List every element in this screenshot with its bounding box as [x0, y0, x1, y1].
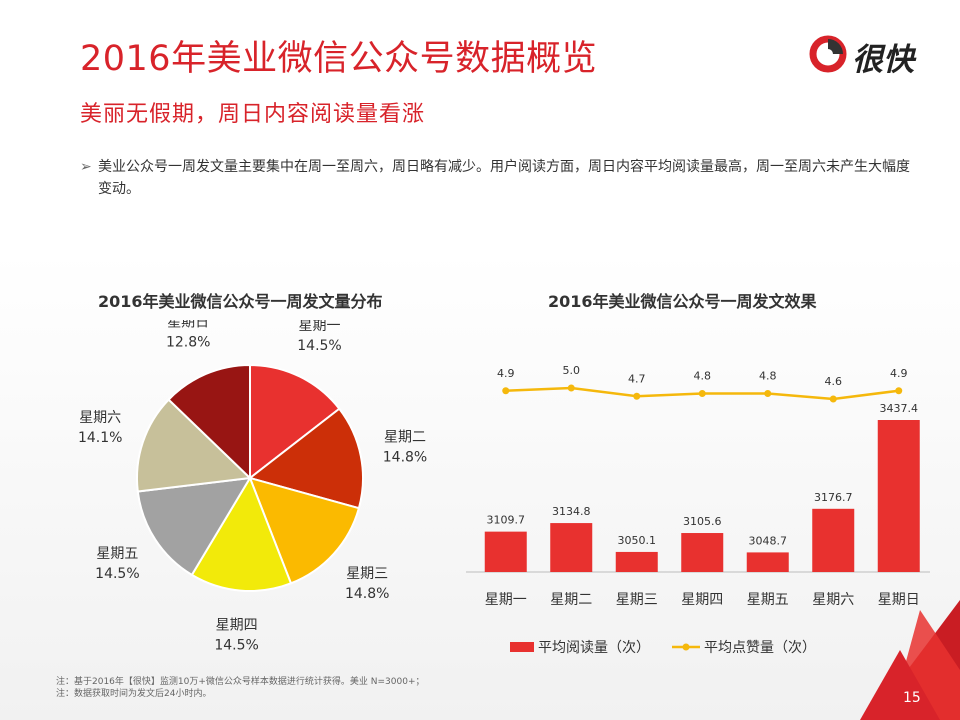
bar-4 [681, 533, 724, 572]
bar-5 [746, 552, 789, 572]
legend-bar-swatch [510, 642, 534, 652]
x-tick-label-4: 星期四 [681, 592, 723, 608]
pie-label-6: 星期六 [79, 410, 121, 426]
pie-chart: 星期一 14.5% 星期二 14.8% 星期三 14.8% 星期四 14.5% 星期五 14.5%… [78, 320, 427, 653]
line-value-label-3: 4.7 [628, 372, 646, 385]
pie-label-3: 星期三 [346, 566, 388, 582]
bar-6 [812, 508, 855, 572]
line-point-7 [895, 387, 903, 395]
legend-bar-label: 平均阅读量（次） [538, 639, 650, 656]
bar-value-label-3: 3050.1 [618, 534, 657, 547]
bar-value-label-7: 3437.4 [880, 402, 919, 415]
pie-label-2: 星期二 [384, 429, 426, 445]
decorative-triangles [860, 600, 960, 720]
pie-value-7: 12.8% [166, 335, 210, 351]
chevron-right-icon: ➢ [80, 159, 92, 175]
pie-value-4: 14.5% [214, 637, 258, 653]
line-value-label-6: 4.6 [825, 375, 843, 388]
x-tick-label-3: 星期三 [616, 592, 658, 608]
bar-value-label-4: 3105.6 [683, 515, 722, 528]
pie-label-4: 星期四 [216, 617, 258, 633]
pie-value-1: 14.5% [297, 338, 341, 354]
pie-label-5: 星期五 [96, 546, 138, 562]
line-point-2 [567, 384, 575, 392]
legend-line-marker [682, 643, 690, 651]
pie-slice-3 [248, 476, 361, 585]
pie-slice-6 [136, 398, 253, 493]
pie-label-7: 星期日 [167, 320, 209, 331]
x-tick-label-5: 星期五 [747, 592, 789, 608]
pie-slice-5 [136, 476, 252, 577]
footnote: 注：基于2016年【很快】监测10万+微信公众号样本数据进行统计获得。美业 N=… [56, 676, 424, 700]
line-point-5 [764, 390, 772, 397]
line-point-6 [829, 395, 837, 403]
line-point-1 [502, 387, 510, 395]
pie-chart-title: 2016年美业微信公众号一周发文量分布 [98, 292, 383, 311]
x-tick-label-6: 星期六 [812, 592, 854, 608]
x-tick-label-1: 星期一 [485, 592, 527, 608]
bar-value-label-5: 3048.7 [749, 534, 788, 547]
page-number: 15 [903, 690, 921, 706]
footnote-line-2: 注：数据获取时间为发文后24小时内。 [56, 689, 212, 699]
page-subtitle: 美丽无假期，周日内容阅读量看涨 [80, 102, 426, 127]
x-tick-label-2: 星期二 [550, 592, 592, 608]
legend-line-label: 平均点赞量（次） [704, 640, 816, 656]
brand-logo: 很快 [808, 32, 932, 78]
pie-slice-1 [249, 363, 341, 481]
bar-3 [615, 551, 658, 572]
x-tick-label-7: 星期日 [878, 592, 920, 608]
bar-7 [877, 420, 920, 572]
bar-value-label-2: 3134.8 [552, 505, 591, 518]
summary-text: 美业公众号一周发文量主要集中在周一至周六，周日略有减少。用户阅读方面，周日内容平… [98, 159, 910, 197]
bar-value-label-1: 3109.7 [487, 514, 526, 527]
footnote-line-1: 注：基于2016年【很快】监测10万+微信公众号样本数据进行统计获得。美业 N=… [56, 677, 425, 687]
pie-value-2: 14.8% [383, 449, 427, 465]
bar-line-chart: 3109.7 星期一 3134.8 星期二 3050.1 星期三 3105.6 星期四 3048… [466, 364, 930, 656]
bar-chart-title: 2016年美业微信公众号一周发文效果 [548, 292, 817, 311]
line-point-4 [698, 390, 706, 397]
line-value-label-4: 4.8 [694, 370, 712, 383]
line-point-3 [633, 392, 641, 400]
pie-value-5: 14.5% [95, 566, 139, 582]
page-title: 2016年美业微信公众号数据概览 [80, 39, 598, 79]
pie-slice-2 [247, 407, 364, 510]
summary-bullet: ➢ 美业公众号一周发文量主要集中在周一至周六，周日略有减少。用户阅读方面，周日内… [80, 156, 910, 200]
logo-text: 很快 [852, 42, 914, 78]
bar-1 [484, 531, 527, 572]
pie-slice-4 [190, 475, 293, 592]
line-value-label-5: 4.8 [759, 370, 777, 383]
pie-label-1: 星期一 [299, 320, 341, 334]
pie-value-6: 14.1% [78, 430, 122, 446]
bar-2 [550, 523, 593, 572]
pie-slice-7 [167, 363, 251, 481]
line-value-label-2: 5.0 [563, 364, 581, 377]
pie-value-3: 14.8% [345, 586, 389, 602]
line-value-label-1: 4.9 [497, 367, 515, 380]
logo-icon [809, 35, 847, 73]
line-value-label-7: 4.9 [890, 367, 908, 380]
bar-value-label-6: 3176.7 [814, 491, 853, 504]
